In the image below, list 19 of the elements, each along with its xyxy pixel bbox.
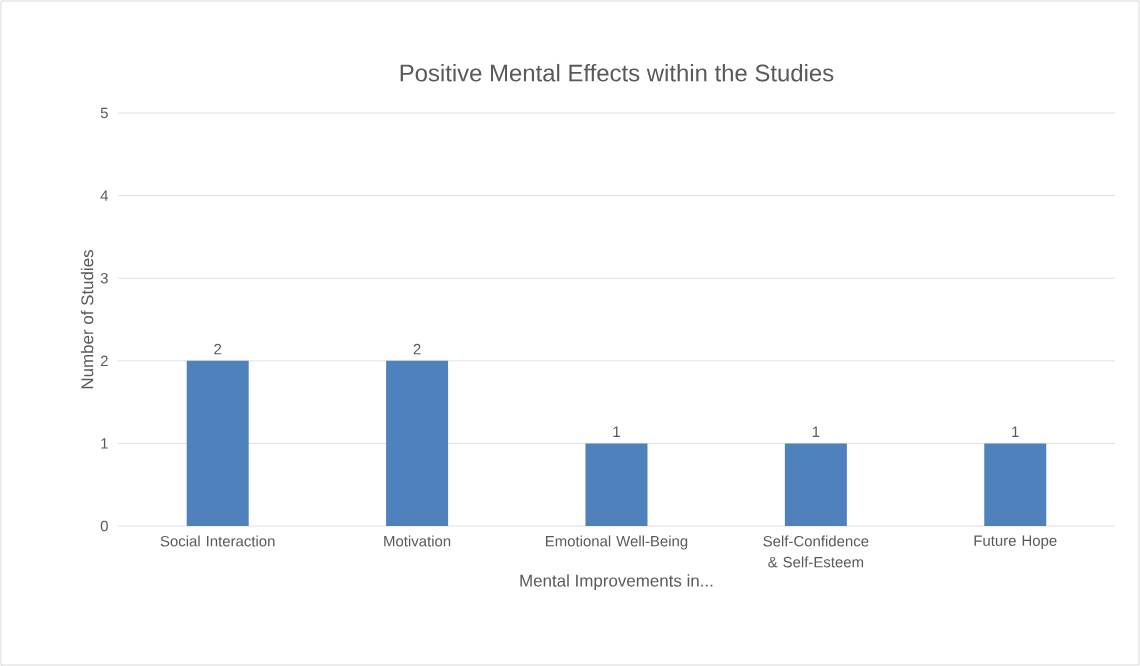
data-label: 1 (1012, 426, 1019, 437)
data-label: 1 (812, 426, 820, 437)
y-tick-label: 1 (101, 438, 108, 449)
y-tick-label: 2 (100, 355, 108, 367)
x-tick-label: Social Interaction (160, 535, 275, 547)
y-tick-label: 5 (100, 107, 108, 119)
x-tick-label: Future Hope (974, 535, 1057, 549)
y-tick-label: 3 (100, 272, 108, 284)
data-label: 2 (413, 343, 421, 355)
x-tick-label: Motivation (384, 535, 451, 547)
y-tick-label: 0 (100, 520, 108, 532)
x-tick-label: Self-Confidence & Self-Esteem (763, 535, 869, 568)
data-label: 2 (214, 343, 222, 355)
x-tick-label: Emotional Well-Being (545, 535, 688, 550)
y-axis-title: Number of Studies (80, 250, 94, 389)
chart-title: Positive Mental Effects within the Studies (400, 63, 834, 82)
y-tick-label: 4 (100, 190, 109, 201)
data-label: 1 (613, 426, 620, 437)
x-axis-title: Mental Improvements in... (520, 574, 713, 591)
